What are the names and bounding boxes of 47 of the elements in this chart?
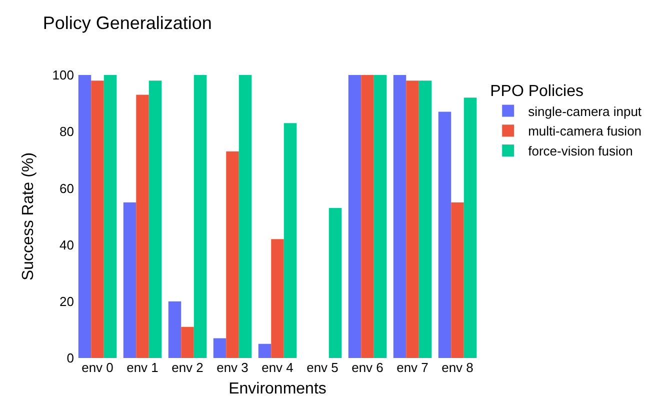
bar: [136, 94, 149, 358]
bar: [464, 98, 477, 358]
bar: [91, 80, 104, 358]
legend-label: force-vision fusion: [528, 144, 633, 159]
x-tick-label: env 3: [216, 360, 248, 375]
y-tick-label: 60: [60, 180, 74, 196]
bar: [181, 326, 194, 358]
bar: [168, 301, 182, 358]
bar: [226, 151, 239, 358]
bar: [451, 202, 464, 358]
bar: [238, 75, 252, 358]
y-tick-label: 0: [66, 350, 74, 366]
bar: [123, 202, 136, 358]
bar: [284, 123, 297, 358]
bar: [393, 75, 406, 358]
x-tick-label: env 5: [306, 360, 338, 375]
bar: [258, 344, 272, 358]
bar: [418, 80, 432, 358]
x-tick-label: env 7: [396, 360, 428, 375]
chart-title: Policy Generalization: [42, 12, 212, 33]
y-tick-label: 40: [60, 237, 74, 252]
bar: [194, 75, 207, 358]
y-tick-label: 80: [60, 124, 74, 140]
bar: [361, 75, 374, 358]
x-tick-label: env 0: [82, 360, 114, 375]
bar: [374, 75, 387, 358]
y-tick-label: 20: [60, 294, 74, 309]
x-tick-label: env 1: [126, 360, 158, 375]
bar: [438, 112, 452, 358]
bar: [78, 75, 92, 358]
x-tick-label: env 4: [262, 360, 294, 375]
bar: [213, 338, 226, 358]
legend-label: multi-camera fusion: [528, 124, 642, 139]
bar: [328, 208, 342, 358]
bar: [148, 80, 162, 358]
x-tick-label: env 2: [172, 360, 204, 375]
y-tick-label: 100: [52, 68, 74, 83]
y-axis-title: Success Rate (%): [20, 152, 37, 281]
bar: [348, 75, 362, 358]
x-axis-title: Environments: [228, 380, 326, 398]
x-tick-label: env 6: [352, 360, 384, 375]
legend-title: PPO Policies: [490, 82, 584, 100]
bar: [104, 75, 117, 358]
legend-label: single-camera input: [528, 104, 642, 119]
x-tick-label: env 8: [442, 360, 474, 375]
bar: [406, 80, 419, 358]
bar: [271, 239, 284, 358]
